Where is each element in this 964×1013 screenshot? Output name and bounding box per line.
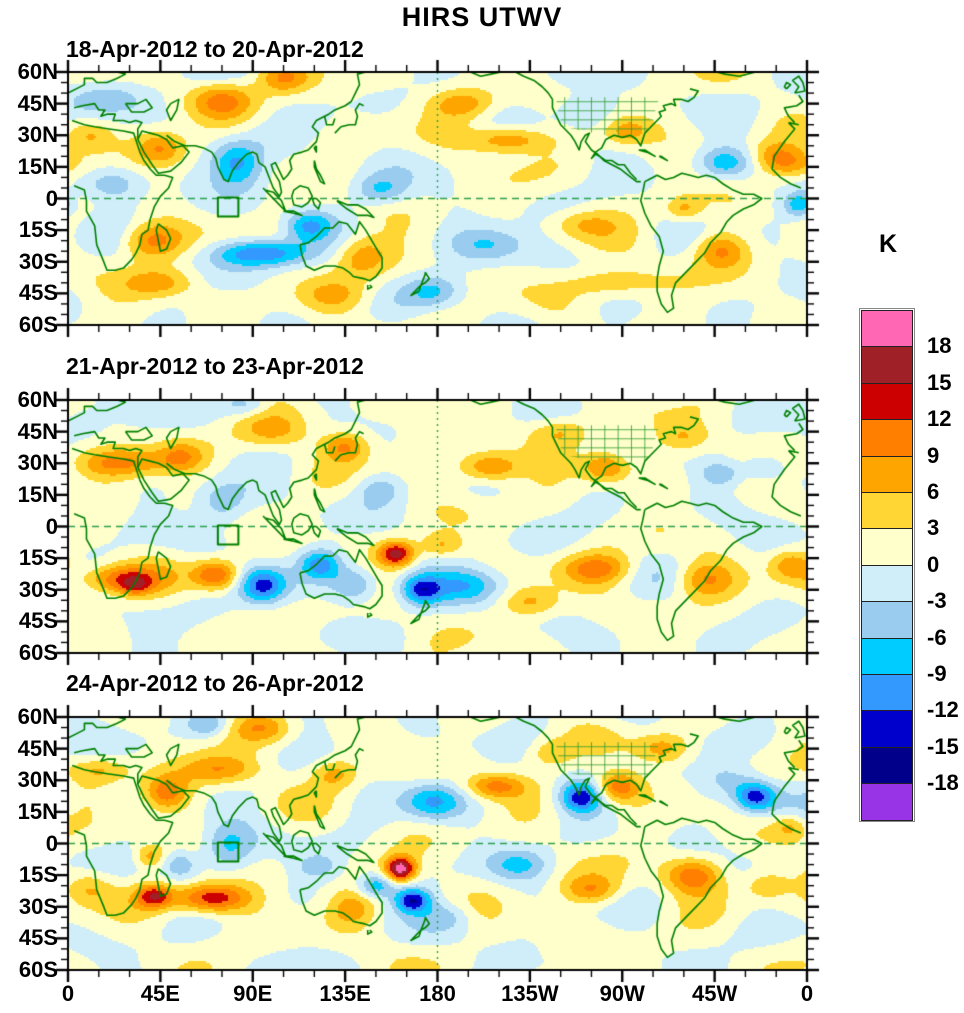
colorbar-cell: [861, 783, 913, 821]
colorbar-cell: [861, 455, 913, 493]
colorbar-cell: [861, 419, 913, 457]
colorbar-tick-label: -6: [927, 624, 947, 650]
colorbar-cell: [861, 674, 913, 712]
colorbar-frame: [859, 308, 915, 822]
panel-2-title: 21-Apr-2012 to 23-Apr-2012: [66, 353, 364, 379]
colorbar-cell: [861, 601, 913, 639]
colorbar-cell: [861, 528, 913, 566]
colorbar-tick-label: 9: [927, 442, 940, 468]
colorbar-tick-label: -9: [927, 661, 947, 686]
colorbar-cell: [861, 492, 913, 530]
colorbar-tick-label: 3: [927, 515, 940, 541]
figure-title: HIRS UTWV: [401, 2, 563, 32]
colorbar-tick-label: -12: [927, 697, 959, 723]
colorbar-tick-label: 12: [927, 406, 952, 432]
colorbar-tick-label: -15: [927, 733, 959, 759]
colorbar-cell: [861, 310, 913, 348]
panel-3-title: 24-Apr-2012 to 26-Apr-2012: [66, 670, 364, 696]
colorbar-cell: [861, 564, 913, 603]
colorbar-cell: [861, 710, 913, 748]
colorbar-tick-label: -3: [927, 588, 947, 614]
map-panel-3-canvas: [0, 699, 964, 989]
colorbar-tick-label: 15: [927, 369, 952, 395]
colorbar-cell: [861, 382, 913, 421]
colorbar-cell: [861, 346, 913, 384]
colorbar-cell: [861, 746, 913, 785]
colorbar-tick-label: -18: [927, 770, 959, 796]
colorbar-tick-label: 18: [927, 333, 952, 359]
colorbar-tick-label: 6: [927, 479, 940, 504]
colorbar-cell: [861, 637, 913, 675]
colorbar-tick-label: 0: [927, 551, 940, 577]
map-panel-2-canvas: [0, 382, 964, 672]
map-panel-1-canvas: [0, 54, 964, 344]
